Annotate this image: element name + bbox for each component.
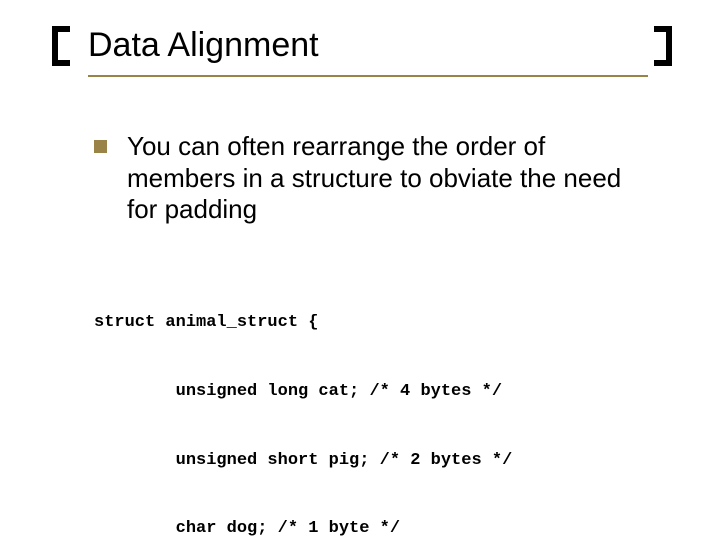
bullet-square-icon [94,140,107,153]
code-block: struct animal_struct { unsigned long cat… [94,266,670,540]
bullet-item: You can often rearrange the order of mem… [94,131,640,226]
bullet-text: You can often rearrange the order of mem… [127,131,640,226]
code-line: struct animal_struct { [94,312,670,335]
slide-title: Data Alignment [88,26,670,73]
body-area: You can often rearrange the order of mem… [94,131,640,226]
title-area: Data Alignment [88,26,670,77]
title-underline [88,75,648,77]
code-line: unsigned long cat; /* 4 bytes */ [94,381,670,404]
slide: Data Alignment You can often rearrange t… [0,0,720,540]
code-line: char dog; /* 1 byte */ [94,518,670,540]
code-line: unsigned short pig; /* 2 bytes */ [94,450,670,473]
decorative-bracket-left [52,26,82,66]
